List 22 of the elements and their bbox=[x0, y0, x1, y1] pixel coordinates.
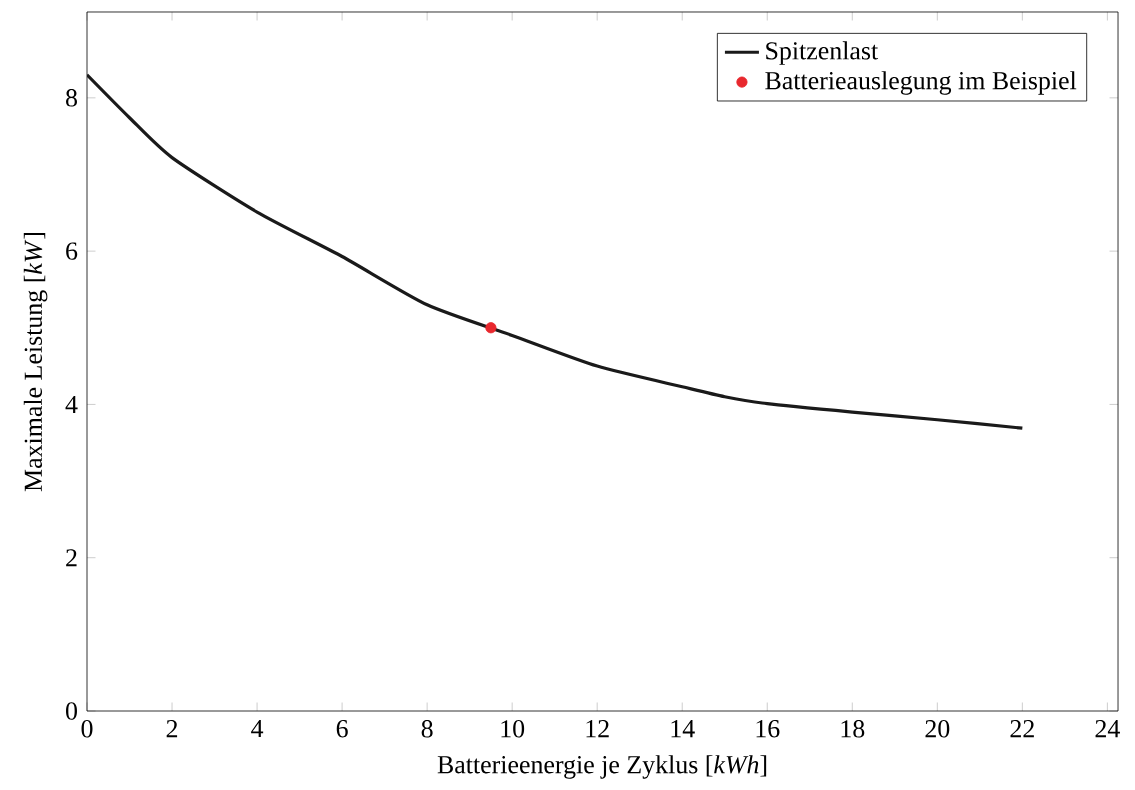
y-tick-label: 2 bbox=[66, 549, 77, 567]
x-tick-label: 24 bbox=[1095, 720, 1120, 738]
x-tick-label: 18 bbox=[841, 720, 865, 738]
x-tick-label: 16 bbox=[756, 720, 780, 738]
x-tick-label: 4 bbox=[251, 720, 264, 738]
x-tick-label: 0 bbox=[81, 720, 93, 738]
y-tick-label: 8 bbox=[66, 89, 77, 107]
x-tick-label: 22 bbox=[1010, 720, 1034, 738]
legend-label: Batterieauslegung im Beispiel bbox=[765, 71, 1077, 95]
y-axis-title: Maximale Leistung [kW] bbox=[23, 232, 48, 492]
legend-label: Spitzenlast bbox=[766, 41, 879, 65]
x-tick-label: 14 bbox=[671, 720, 695, 738]
y-tick-label: 4 bbox=[65, 395, 78, 413]
x-tick-label: 20 bbox=[925, 720, 950, 738]
x-axis-title: Batterieenergie je Zyklus [kWh] bbox=[437, 755, 767, 779]
y-tick-label: 6 bbox=[66, 242, 78, 260]
y-tick-label: 0 bbox=[66, 702, 77, 720]
x-tick-label: 8 bbox=[421, 720, 433, 738]
x-tick-label: 2 bbox=[166, 720, 178, 738]
x-tick-label: 6 bbox=[336, 720, 348, 738]
x-tick-label: 12 bbox=[586, 720, 609, 738]
x-tick-label: 10 bbox=[501, 720, 525, 738]
